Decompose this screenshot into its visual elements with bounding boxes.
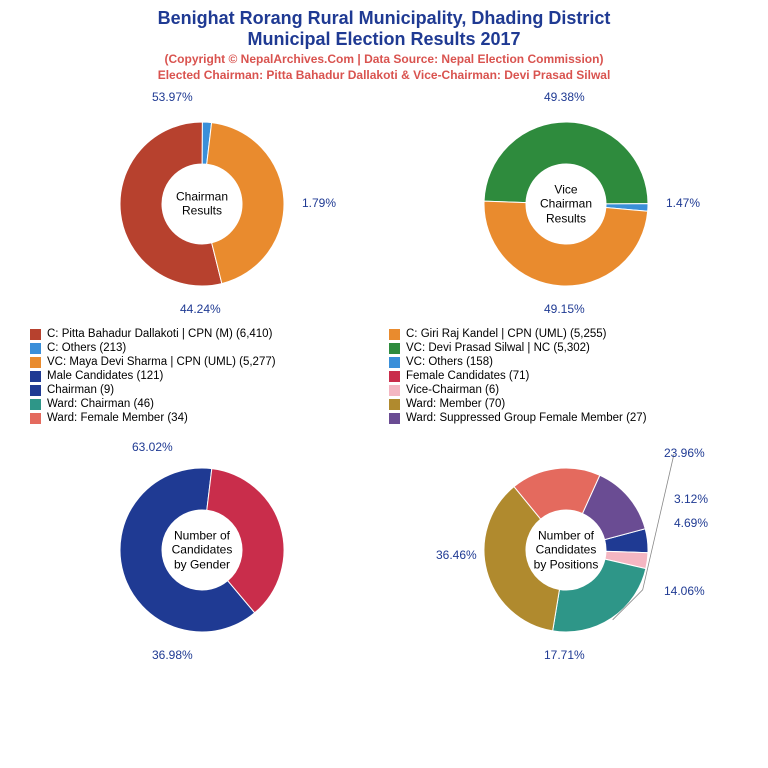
donut-center-label: Vice Chairman Results — [540, 182, 592, 225]
pct-label: 1.47% — [666, 196, 700, 210]
legend-swatch — [30, 413, 41, 424]
legend-swatch — [389, 413, 400, 424]
legend-item: Female Candidates (71) — [389, 370, 738, 382]
legend-label: VC: Devi Prasad Silwal | NC (5,302) — [406, 342, 590, 354]
gender-chart: Number of Candidates by Gender 63.02% 36.9… — [32, 430, 372, 670]
donut-center-label: Chairman Results — [176, 190, 228, 219]
legend-label: Chairman (9) — [47, 384, 114, 396]
legend-swatch — [30, 371, 41, 382]
pct-label: 63.02% — [132, 440, 173, 454]
legend-item: Male Candidates (121) — [30, 370, 379, 382]
pct-label: 36.46% — [436, 548, 477, 562]
legend-swatch — [30, 343, 41, 354]
bottom-charts-row: Number of Candidates by Gender 63.02% 36.9… — [0, 430, 768, 670]
elected-text: Elected Chairman: Pitta Bahadur Dallakot… — [10, 68, 758, 82]
pct-label: 3.12% — [674, 492, 708, 506]
legend-label: Ward: Member (70) — [406, 398, 505, 410]
legend-label: Male Candidates (121) — [47, 370, 163, 382]
legend-swatch — [389, 399, 400, 410]
title-line2: Municipal Election Results 2017 — [10, 29, 758, 50]
pct-label: 1.79% — [302, 196, 336, 210]
legend-item: Chairman (9) — [30, 384, 379, 396]
legend-swatch — [389, 371, 400, 382]
copyright-text: (Copyright © NepalArchives.Com | Data So… — [10, 52, 758, 66]
top-charts-row: Chairman Results 53.97% 1.79% 44.24% Vice C… — [0, 84, 768, 324]
legend-label: Ward: Chairman (46) — [47, 398, 154, 410]
legend-label: VC: Others (158) — [406, 356, 493, 368]
legend-item: Ward: Suppressed Group Female Member (27… — [389, 412, 738, 424]
pct-label: 44.24% — [180, 302, 221, 316]
legend-item: VC: Others (158) — [389, 356, 738, 368]
chairman-chart: Chairman Results 53.97% 1.79% 44.24% — [32, 84, 372, 324]
legend-swatch — [30, 399, 41, 410]
legend-label: C: Pitta Bahadur Dallakoti | CPN (M) (6,… — [47, 328, 272, 340]
donut-center-label: Number of Candidates by Gender — [172, 528, 233, 571]
pct-label: 49.38% — [544, 90, 585, 104]
pct-label: 23.96% — [664, 446, 705, 460]
legend-label: VC: Maya Devi Sharma | CPN (UML) (5,277) — [47, 356, 276, 368]
legend-swatch — [389, 385, 400, 396]
legend-swatch — [30, 385, 41, 396]
pct-label: 53.97% — [152, 90, 193, 104]
legend-label: Female Candidates (71) — [406, 370, 529, 382]
legend-label: Vice-Chairman (6) — [406, 384, 499, 396]
pct-label: 14.06% — [664, 584, 705, 598]
legend-item: Ward: Female Member (34) — [30, 412, 379, 424]
legend-item: Ward: Chairman (46) — [30, 398, 379, 410]
legend-item: Ward: Member (70) — [389, 398, 738, 410]
vice-chairman-chart: Vice Chairman Results 49.38% 1.47% 49.15% — [396, 84, 736, 324]
legend: C: Pitta Bahadur Dallakoti | CPN (M) (6,… — [0, 324, 768, 430]
donut-center-label: Number of Candidates by Positions — [534, 528, 599, 571]
legend-item: C: Giri Raj Kandel | CPN (UML) (5,255) — [389, 328, 738, 340]
legend-swatch — [30, 357, 41, 368]
title-block: Benighat Rorang Rural Municipality, Dhad… — [0, 0, 768, 84]
legend-swatch — [30, 329, 41, 340]
legend-label: Ward: Suppressed Group Female Member (27… — [406, 412, 647, 424]
legend-item: Vice-Chairman (6) — [389, 384, 738, 396]
legend-label: C: Giri Raj Kandel | CPN (UML) (5,255) — [406, 328, 606, 340]
title-line1: Benighat Rorang Rural Municipality, Dhad… — [10, 8, 758, 29]
positions-chart: Number of Candidates by Positions 4.69% 3.… — [396, 430, 736, 670]
legend-item: VC: Devi Prasad Silwal | NC (5,302) — [389, 342, 738, 354]
legend-swatch — [389, 329, 400, 340]
pct-label: 17.71% — [544, 648, 585, 662]
legend-item: VC: Maya Devi Sharma | CPN (UML) (5,277) — [30, 356, 379, 368]
legend-label: Ward: Female Member (34) — [47, 412, 188, 424]
legend-item: C: Others (213) — [30, 342, 379, 354]
legend-item: C: Pitta Bahadur Dallakoti | CPN (M) (6,… — [30, 328, 379, 340]
legend-swatch — [389, 343, 400, 354]
legend-swatch — [389, 357, 400, 368]
pct-label: 4.69% — [674, 516, 708, 530]
pct-label: 49.15% — [544, 302, 585, 316]
pct-label: 36.98% — [152, 648, 193, 662]
legend-label: C: Others (213) — [47, 342, 126, 354]
